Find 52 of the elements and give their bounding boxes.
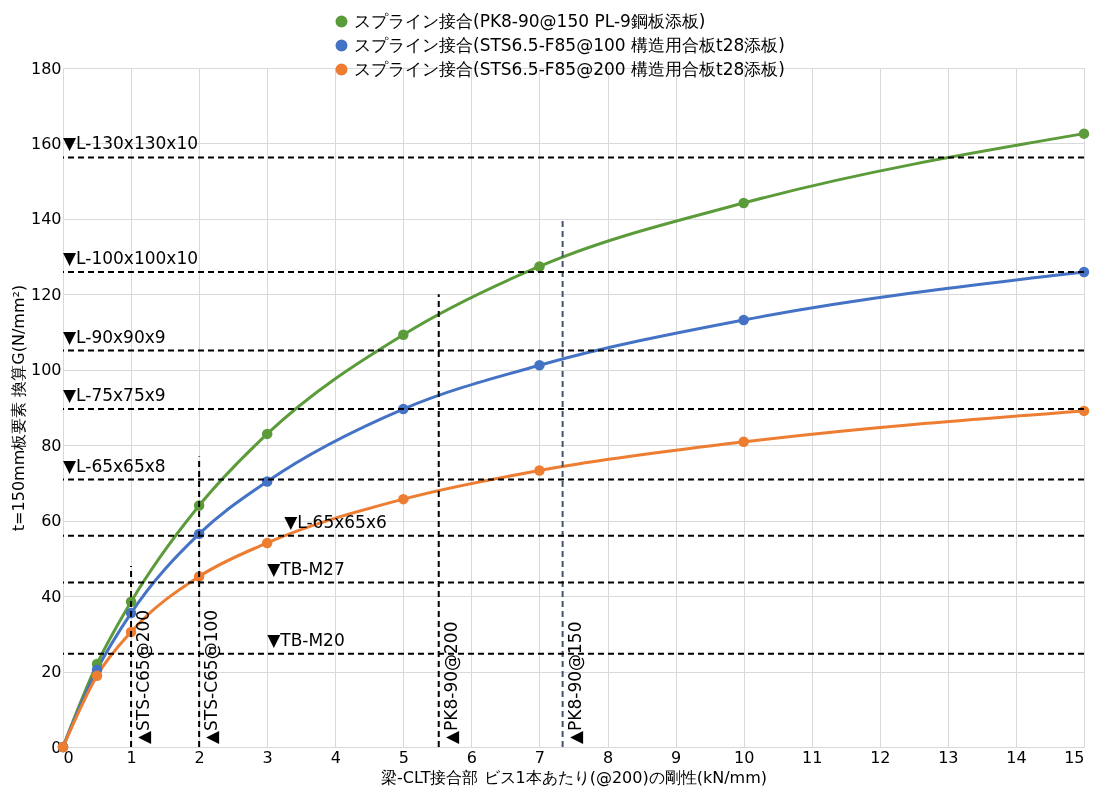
y-tick-label: 160 [30,133,62,153]
x-tick-label: 9 [671,747,682,767]
y-tick-label: 20 [41,662,62,682]
x-tick-label: 7 [534,747,546,767]
point [261,428,273,440]
point [261,537,273,549]
x-tick-label: 11 [802,747,823,767]
point [738,436,749,448]
annotation: ▲PK8-90@150 [564,621,585,744]
x-tick-label: 3 [262,747,273,767]
x-tick-label: 14 [1006,747,1027,767]
y-tick-label: 60 [41,511,62,531]
point [91,670,103,681]
x-tick-label: 2 [194,747,205,767]
y-tick-label: 140 [30,209,62,229]
annotation: ▼L-75x75x9 [63,385,166,406]
point [738,197,749,209]
annotation: ▼TB-M27 [267,558,345,579]
annotation: ▼TB-M20 [267,629,345,650]
y-tick-label: 40 [41,586,62,606]
annotation: ▲STS-C65@200 [133,609,154,744]
y-axis-title: t=150mm板要素 換算G(N/mm²) [8,284,28,532]
point [534,261,545,272]
annotation: ▼L-90x90x9 [63,326,166,347]
x-tick-label: 6 [466,747,477,767]
legend-label: スプライン接合(STS6.5-F85@200 構造用合板t28添板) [354,58,785,79]
x-tick-label: 15 [1064,747,1085,767]
annotation: ▼L-65x65x8 [63,455,166,476]
point [398,493,409,505]
annotation: ▲PK8-90@200 [440,621,461,744]
y-tick-label: 100 [30,360,62,380]
x-tick-label: 4 [330,747,341,767]
x-tick-label: 10 [733,747,755,767]
point [534,465,545,476]
x-tick-label: 1 [126,747,137,767]
point [1078,128,1090,139]
x-tick-label: 12 [870,747,891,767]
annotation: ▼L-100x100x10 [63,248,199,269]
legend-label: スプライン接合(PK8-90@150 PL-9鋼板添板) [354,10,706,31]
point [398,329,409,340]
legend-label: スプライン接合(STS6.5-F85@100 構造用合板t28添板) [354,34,785,55]
x-tick-label: 8 [602,747,614,767]
y-tick-label: 120 [30,284,62,304]
annotation: ▼L-130x130x10 [63,133,199,154]
x-tick-label: 5 [398,747,409,767]
point [534,360,545,371]
annotation: ▲STS-C65@100 [201,609,222,744]
y-tick-label: 180 [30,58,62,78]
point [738,314,749,326]
x-tick-label: 13 [938,747,959,767]
y-tick-label: 80 [41,435,62,455]
x-axis-title: 梁-CLT接合部 ビス1本あたり(@200)の剛性(kN/mm) [381,767,767,787]
